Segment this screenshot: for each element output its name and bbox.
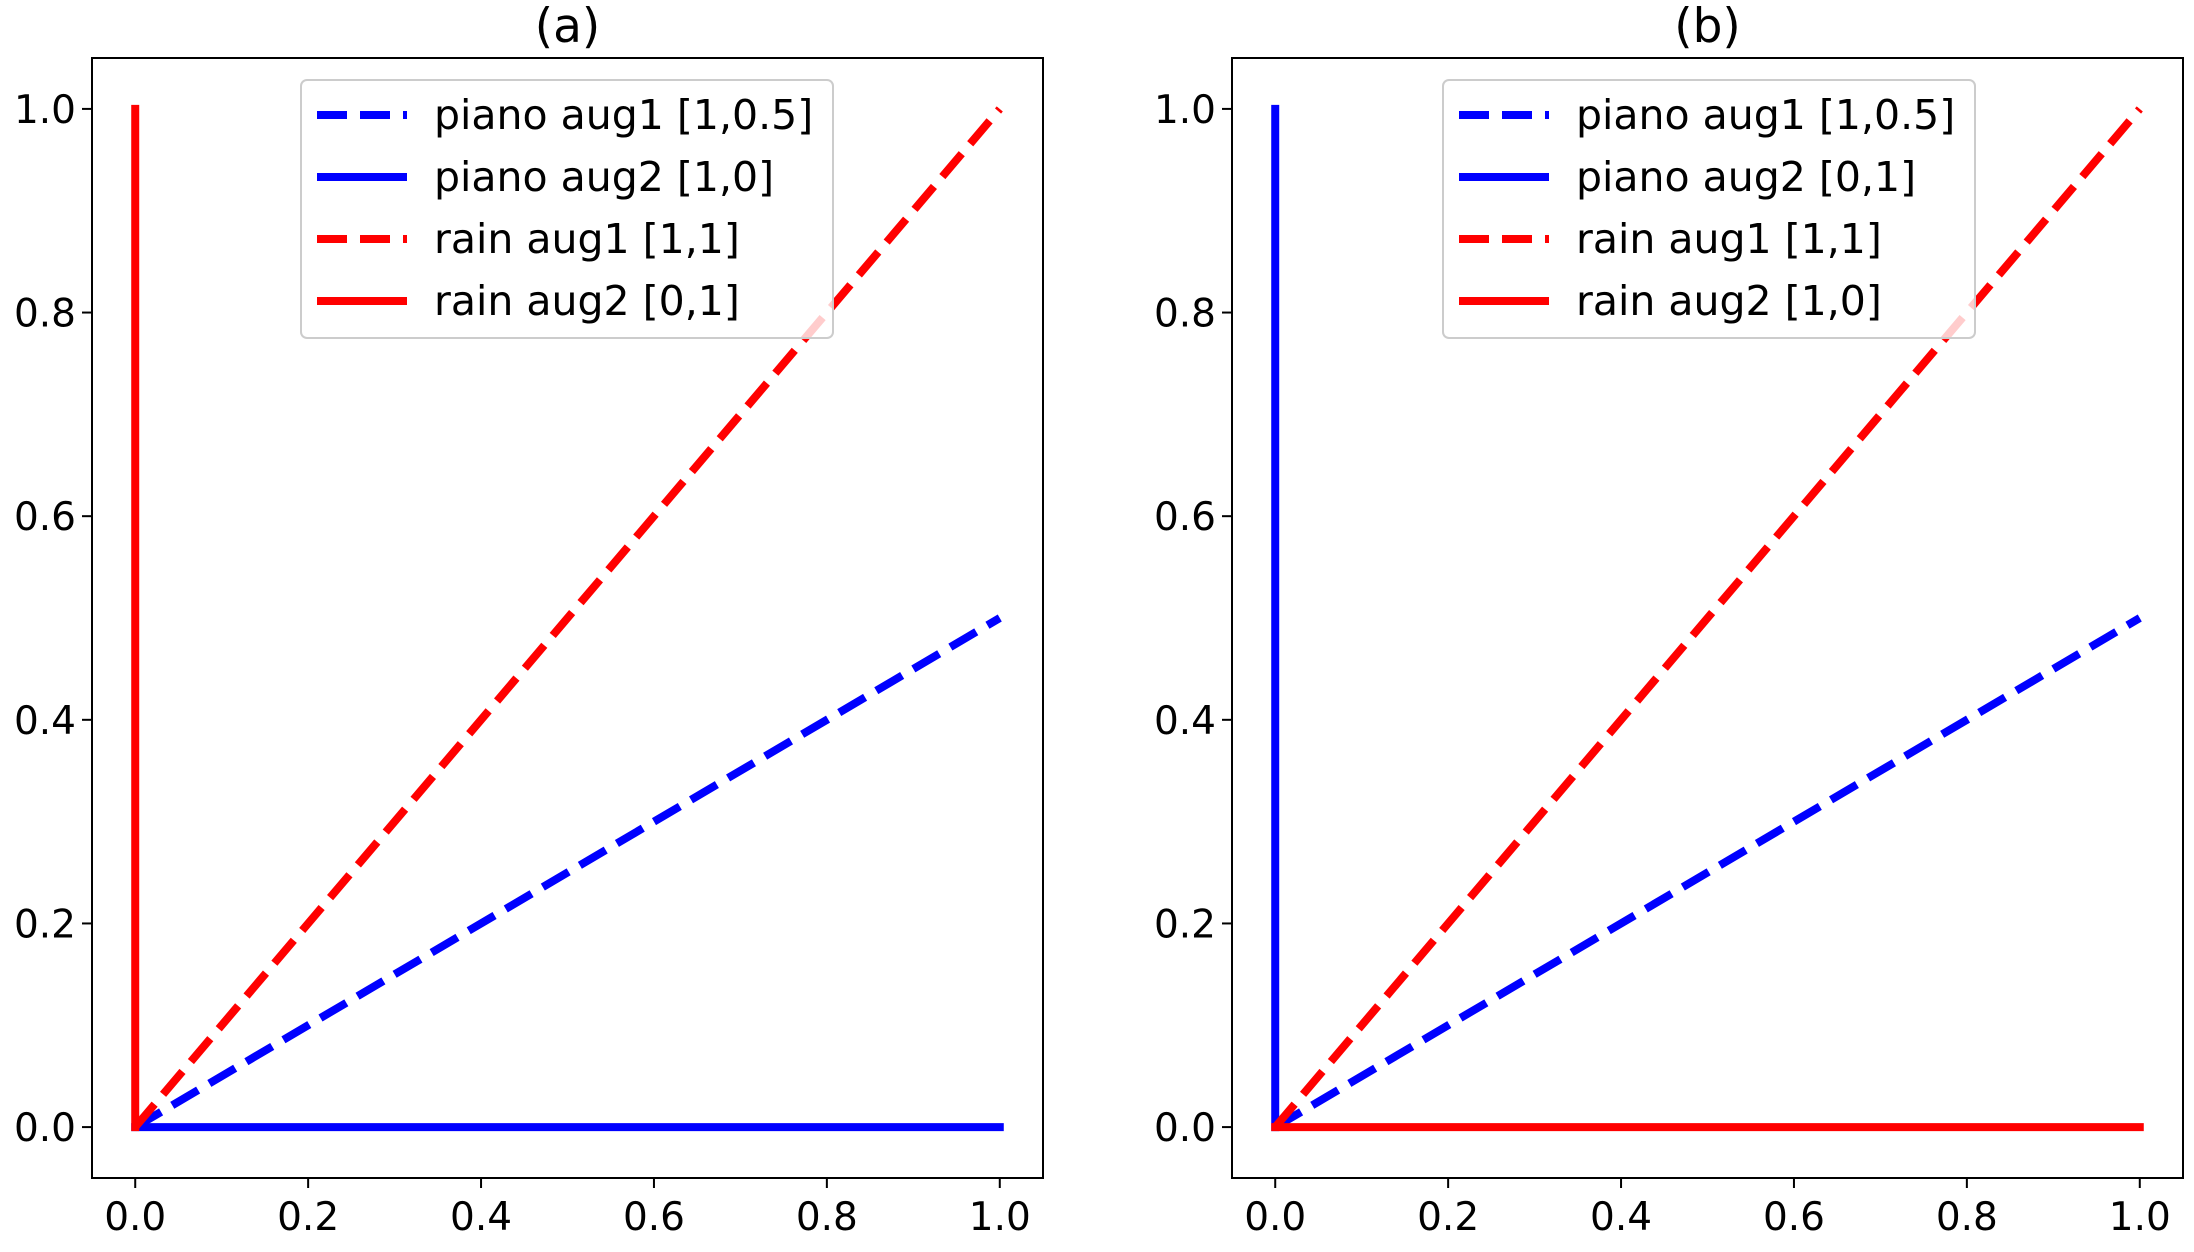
y-tick-label: 0.8 <box>1154 292 1216 337</box>
y-tick-label: 0.4 <box>1154 699 1216 744</box>
y-tick-label: 0.4 <box>14 699 76 744</box>
x-tick-label: 0.0 <box>104 1195 166 1240</box>
x-tick-label: 1.0 <box>2109 1195 2171 1240</box>
x-tick-label: 0.4 <box>450 1195 512 1240</box>
x-tick-label: 0.6 <box>623 1195 685 1240</box>
y-tick-label: 0.2 <box>14 902 76 947</box>
subplot-b: (b) 0.0 0.2 0.4 0.6 0.8 1.0 0.0 0.2 0.4 0.6 0.8 1.0 p… <box>1154 0 2184 1240</box>
y-tick-label: 0.2 <box>1154 902 1216 947</box>
series-line-1 <box>133 614 1002 1131</box>
x-tick-label: 0.8 <box>796 1195 858 1240</box>
subplot-title: (b) <box>1674 0 1741 54</box>
subplot-title: (a) <box>535 0 600 54</box>
legend-label: rain aug2 [1,0] <box>1576 277 1882 325</box>
plot-frame <box>1231 57 2184 1179</box>
legend-box <box>300 79 834 339</box>
plot-frame <box>91 57 1044 1179</box>
legend: piano aug1 [1,0.5] piano aug2 [0,1] rain a… <box>1442 79 1976 339</box>
series-line-3 <box>1272 106 2143 1130</box>
legend-label: piano aug1 [1,0.5] <box>1576 91 1955 139</box>
legend-label: rain aug2 [0,1] <box>434 277 740 325</box>
x-tick-label: 0.2 <box>277 1195 339 1240</box>
legend-label: rain aug1 [1,1] <box>1576 215 1882 263</box>
y-tick-label: 1.0 <box>14 88 76 133</box>
x-tick-label: 0.0 <box>1244 1195 1306 1240</box>
y-tick-label: 0.6 <box>1154 495 1216 540</box>
legend: piano aug1 [1,0.5] piano aug2 [1,0] rain a… <box>300 79 834 339</box>
y-tick-label: 0.6 <box>14 495 76 540</box>
series-line-1 <box>1273 614 2142 1131</box>
legend-label: piano aug2 [1,0] <box>434 153 774 201</box>
series-line-3 <box>132 106 1003 1130</box>
legend-box <box>1442 79 1976 339</box>
x-tick-label: 0.4 <box>1590 1195 1652 1240</box>
legend-label: piano aug2 [0,1] <box>1576 153 1916 201</box>
subplot-a: (a) 0.0 0.2 0.4 0.6 0.8 1.0 0.0 0.2 0.4 0.6 0.8 1.0 p… <box>14 0 1044 1240</box>
y-tick-label: 0.0 <box>1154 1106 1216 1151</box>
legend-label: rain aug1 [1,1] <box>434 215 740 263</box>
x-tick-label: 1.0 <box>969 1195 1031 1240</box>
x-tick-label: 0.6 <box>1763 1195 1825 1240</box>
y-tick-label: 1.0 <box>1154 88 1216 133</box>
y-tick-label: 0.8 <box>14 292 76 337</box>
legend-label: piano aug1 [1,0.5] <box>434 91 813 139</box>
x-tick-label: 0.8 <box>1936 1195 1998 1240</box>
x-tick-label: 0.2 <box>1417 1195 1479 1240</box>
y-tick-label: 0.0 <box>14 1106 76 1151</box>
